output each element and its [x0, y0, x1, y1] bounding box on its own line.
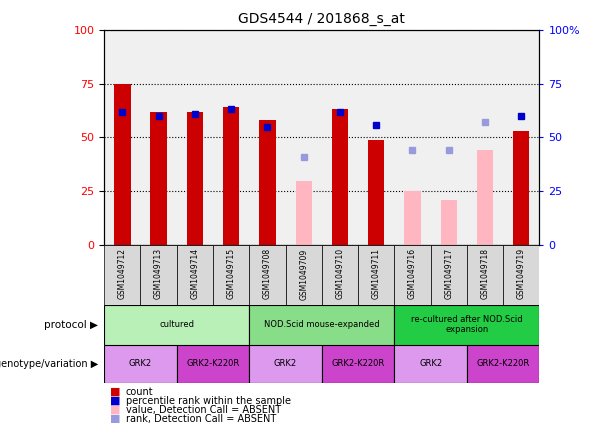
- FancyBboxPatch shape: [430, 245, 467, 305]
- FancyBboxPatch shape: [394, 245, 430, 305]
- Text: percentile rank within the sample: percentile rank within the sample: [126, 396, 291, 406]
- Text: GSM1049717: GSM1049717: [444, 248, 453, 299]
- Text: GSM1049716: GSM1049716: [408, 248, 417, 299]
- FancyBboxPatch shape: [249, 345, 322, 383]
- Bar: [150, 112, 167, 245]
- Text: GSM1049713: GSM1049713: [154, 248, 163, 299]
- FancyBboxPatch shape: [104, 345, 177, 383]
- Bar: [405, 191, 421, 245]
- Text: protocol ▶: protocol ▶: [44, 320, 98, 330]
- Text: ■: ■: [110, 387, 121, 397]
- Text: GRK2: GRK2: [129, 359, 152, 368]
- FancyBboxPatch shape: [467, 345, 539, 383]
- Text: GSM1049708: GSM1049708: [263, 248, 272, 299]
- Text: GSM1049718: GSM1049718: [481, 248, 490, 299]
- Bar: [441, 200, 457, 245]
- Text: GRK2-K220R: GRK2-K220R: [476, 359, 530, 368]
- Text: ■: ■: [110, 405, 121, 415]
- FancyBboxPatch shape: [467, 245, 503, 305]
- FancyBboxPatch shape: [286, 245, 322, 305]
- FancyBboxPatch shape: [249, 245, 286, 305]
- Text: GSM1049712: GSM1049712: [118, 248, 127, 299]
- Text: GSM1049711: GSM1049711: [371, 248, 381, 299]
- Bar: [187, 112, 203, 245]
- FancyBboxPatch shape: [503, 245, 539, 305]
- Bar: [259, 120, 276, 245]
- Text: re-cultured after NOD.Scid
expansion: re-cultured after NOD.Scid expansion: [411, 315, 523, 334]
- FancyBboxPatch shape: [394, 305, 539, 345]
- Text: GSM1049719: GSM1049719: [517, 248, 526, 299]
- Text: GRK2: GRK2: [274, 359, 297, 368]
- Text: GSM1049710: GSM1049710: [335, 248, 345, 299]
- FancyBboxPatch shape: [394, 345, 467, 383]
- Text: GSM1049715: GSM1049715: [227, 248, 235, 299]
- Text: GRK2-K220R: GRK2-K220R: [186, 359, 240, 368]
- Text: genotype/variation ▶: genotype/variation ▶: [0, 359, 98, 369]
- Text: count: count: [126, 387, 153, 397]
- FancyBboxPatch shape: [358, 245, 394, 305]
- Text: GRK2-K220R: GRK2-K220R: [332, 359, 385, 368]
- Bar: [513, 131, 530, 245]
- Text: GSM1049709: GSM1049709: [299, 248, 308, 299]
- Text: rank, Detection Call = ABSENT: rank, Detection Call = ABSENT: [126, 414, 276, 423]
- Bar: [223, 107, 239, 245]
- FancyBboxPatch shape: [104, 305, 249, 345]
- FancyBboxPatch shape: [322, 245, 358, 305]
- Title: GDS4544 / 201868_s_at: GDS4544 / 201868_s_at: [238, 12, 405, 26]
- Text: ■: ■: [110, 414, 121, 423]
- Text: cultured: cultured: [159, 320, 194, 329]
- Text: value, Detection Call = ABSENT: value, Detection Call = ABSENT: [126, 405, 281, 415]
- Text: NOD.Scid mouse-expanded: NOD.Scid mouse-expanded: [264, 320, 379, 329]
- FancyBboxPatch shape: [322, 345, 394, 383]
- Bar: [295, 181, 312, 245]
- FancyBboxPatch shape: [177, 345, 249, 383]
- Bar: [114, 84, 131, 245]
- FancyBboxPatch shape: [104, 245, 140, 305]
- FancyBboxPatch shape: [249, 305, 394, 345]
- FancyBboxPatch shape: [213, 245, 249, 305]
- Text: GSM1049714: GSM1049714: [191, 248, 199, 299]
- Text: ■: ■: [110, 396, 121, 406]
- FancyBboxPatch shape: [177, 245, 213, 305]
- FancyBboxPatch shape: [140, 245, 177, 305]
- Bar: [477, 151, 493, 245]
- Bar: [368, 140, 384, 245]
- Text: GRK2: GRK2: [419, 359, 442, 368]
- Bar: [332, 110, 348, 245]
